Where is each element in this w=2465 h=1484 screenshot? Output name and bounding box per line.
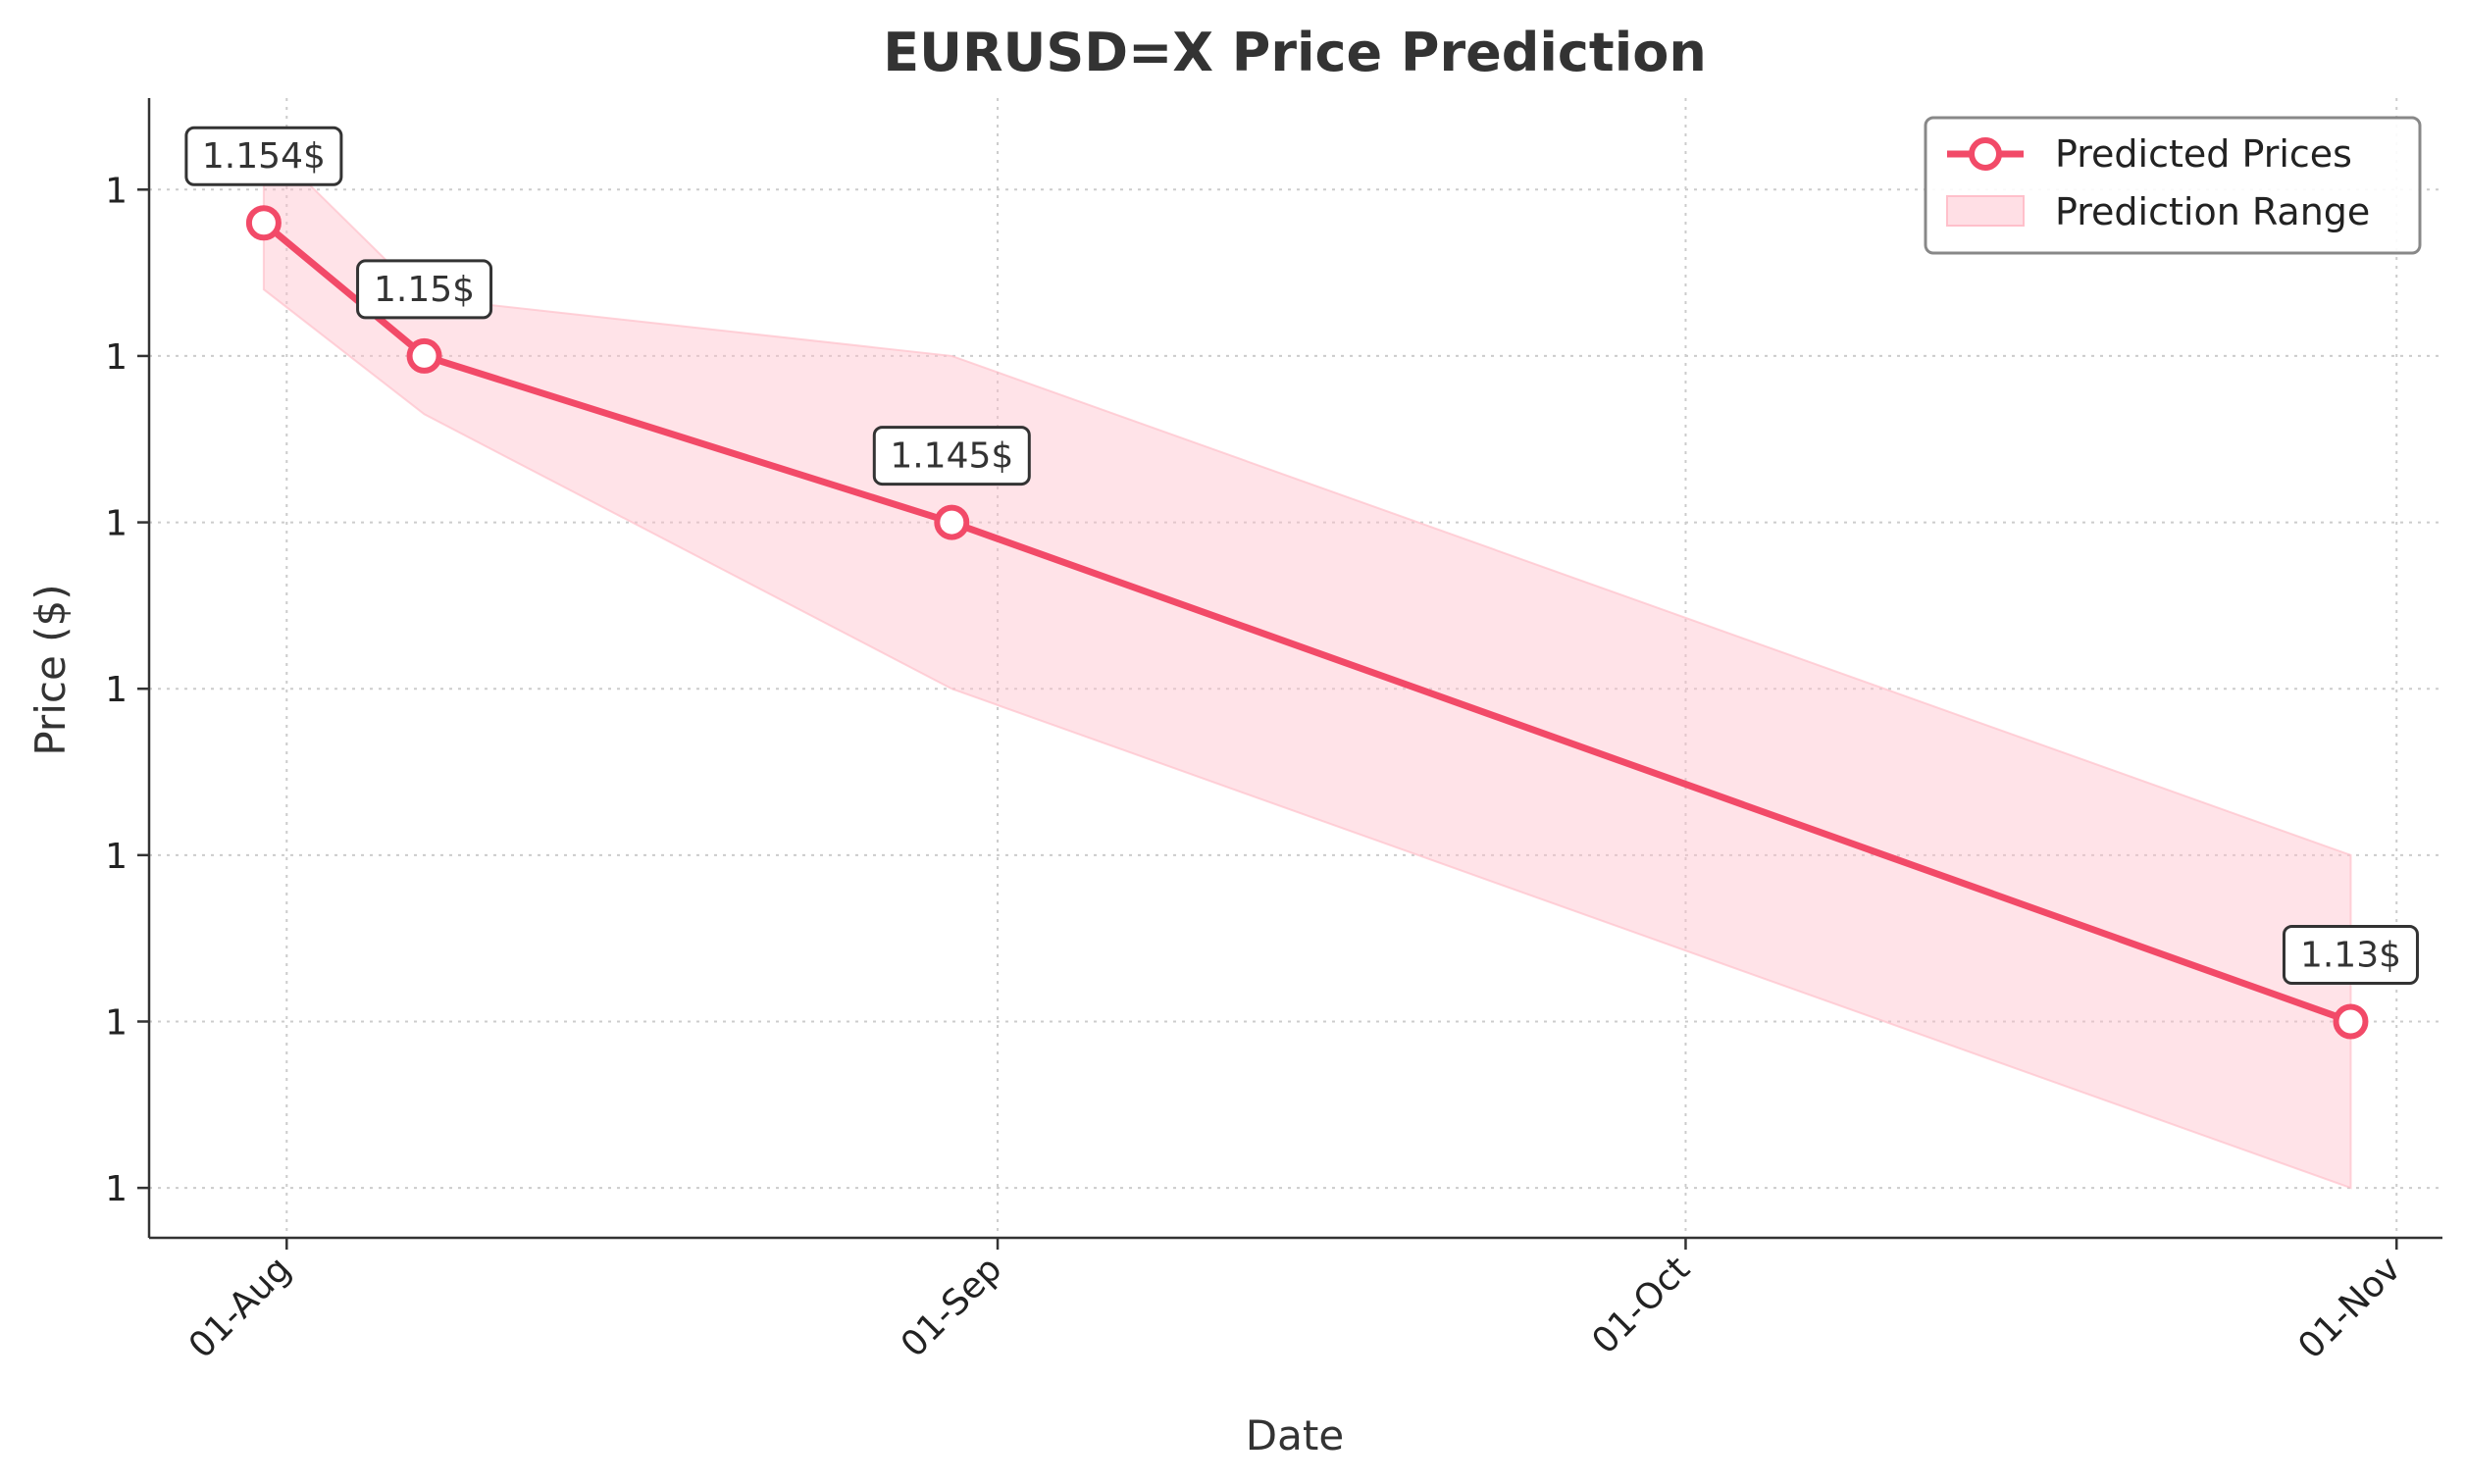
annotation-label: 1.154$ <box>202 136 326 177</box>
y-tick-label: 1 <box>105 670 128 710</box>
x-tick-label: 01-Nov <box>2290 1249 2408 1366</box>
x-tick-label: 01-Aug <box>181 1249 299 1366</box>
x-tick-labels: 01-Aug 01-Sep 01-Oct 01-Nov <box>181 1249 2409 1366</box>
legend-label-predicted-prices: Predicted Prices <box>2055 132 2352 176</box>
prediction-range-band <box>262 137 2352 1190</box>
predicted-prices-series-line <box>261 220 2352 1025</box>
x-tick-label: 01-Sep <box>894 1249 1010 1365</box>
grid <box>149 98 2442 1238</box>
legend-label-prediction-range: Prediction Range <box>2055 190 2370 233</box>
annotation-box <box>2282 924 2419 985</box>
annotation-label: 1.145$ <box>890 436 1013 477</box>
legend-swatch-range <box>1946 195 2025 227</box>
y-axis-label: Price ($) <box>26 584 75 755</box>
y-tick-labels: 1 1 1 1 1 1 1 <box>105 171 128 1209</box>
data-point-marker <box>245 205 282 241</box>
chart-title: EURUSD=X Price Prediction <box>883 22 1707 83</box>
x-axis-label: Date <box>1246 1411 1344 1459</box>
prediction-range-area <box>262 137 2352 1190</box>
predicted-prices-line <box>245 205 2369 1040</box>
annotation-box <box>356 259 493 320</box>
annotations: 1.154$ 1.15$ 1.145$ 1.13$ <box>184 126 2419 985</box>
axes <box>137 98 2442 1250</box>
y-tick-label: 1 <box>105 1169 128 1209</box>
y-tick-label: 1 <box>105 337 128 378</box>
y-tick-label: 1 <box>105 171 128 211</box>
legend-frame <box>1924 116 2422 255</box>
annotation-label: 1.13$ <box>2300 935 2401 975</box>
y-tick-label: 1 <box>105 837 128 877</box>
annotation-box <box>872 426 1031 486</box>
legend-swatch-marker <box>1969 137 2002 171</box>
y-tick-label: 1 <box>105 504 128 544</box>
annotation-box <box>184 126 343 186</box>
data-point-marker <box>2333 1003 2369 1040</box>
y-tick-label: 1 <box>105 1002 128 1043</box>
annotation-label: 1.15$ <box>374 270 475 310</box>
data-point-marker <box>934 504 970 540</box>
data-point-marker <box>406 337 442 374</box>
legend: Predicted Prices Prediction Range <box>1924 116 2422 255</box>
x-tick-label: 01-Oct <box>1585 1249 1698 1361</box>
